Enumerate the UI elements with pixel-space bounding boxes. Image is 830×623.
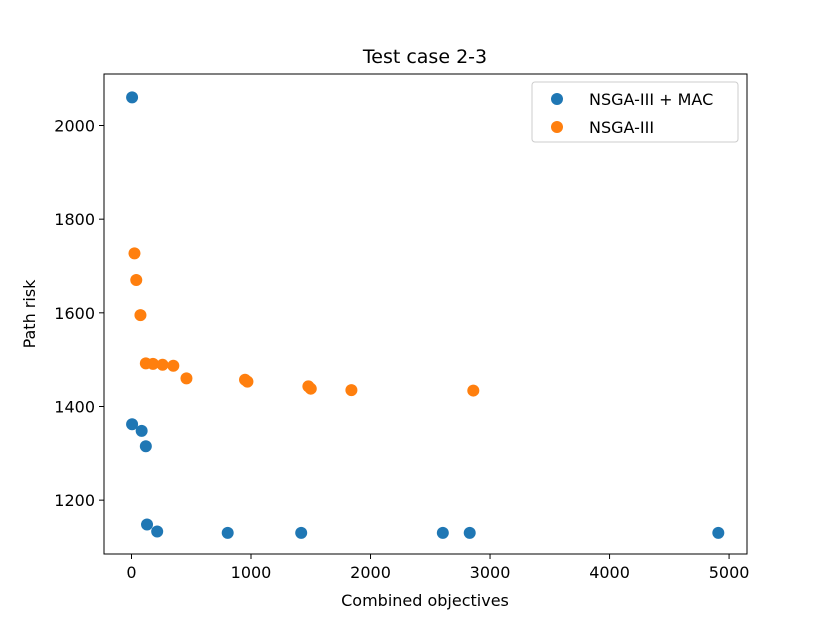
data-point [345, 384, 358, 397]
data-point [167, 359, 180, 372]
legend-label: NSGA-III + MAC [589, 90, 713, 109]
legend-marker [551, 121, 563, 133]
x-tick-label: 2000 [350, 563, 391, 582]
legend-marker [551, 93, 563, 105]
data-point [130, 274, 143, 287]
x-tick-label: 0 [126, 563, 136, 582]
legend-box [531, 81, 739, 143]
data-point [463, 526, 476, 539]
data-point [126, 91, 139, 104]
data-point [241, 375, 254, 388]
legend: NSGA-III + MAC NSGA-III [531, 81, 739, 143]
x-tick-label: 5000 [709, 563, 750, 582]
plot-frame [103, 73, 748, 555]
y-tick-label: 1200 [54, 491, 95, 510]
y-axis-label: Path risk [20, 279, 39, 349]
plot-area [103, 73, 748, 555]
data-point [712, 526, 725, 539]
x-tick-label: 4000 [589, 563, 630, 582]
legend-item-2: NSGA-III [551, 118, 654, 137]
data-point [295, 526, 308, 539]
legend-label: NSGA-III [589, 118, 654, 137]
series-2 [128, 247, 480, 397]
y-tick-label: 2000 [54, 117, 95, 136]
x-axis-ticks: 0 1000 2000 3000 4000 5000 [126, 554, 749, 582]
data-point [128, 247, 141, 260]
data-point [180, 372, 193, 385]
data-point [139, 440, 152, 453]
data-point [147, 357, 160, 370]
data-point [134, 309, 147, 322]
x-tick-label: 3000 [470, 563, 511, 582]
x-axis-label: Combined objectives [341, 591, 509, 610]
y-axis-ticks: 1200 1400 1600 1800 2000 [54, 117, 104, 510]
series-1 [126, 91, 725, 539]
data-point [304, 382, 317, 395]
data-point [436, 526, 449, 539]
data-point [141, 518, 154, 531]
data-point [126, 418, 139, 431]
data-point [156, 358, 169, 371]
data-point [221, 526, 234, 539]
data-point [151, 525, 164, 538]
y-tick-label: 1800 [54, 210, 95, 229]
legend-item-1: NSGA-III + MAC [551, 90, 713, 109]
y-tick-label: 1600 [54, 304, 95, 323]
data-point [467, 384, 480, 397]
x-tick-label: 1000 [231, 563, 272, 582]
data-point [135, 424, 148, 437]
chart-title: Test case 2-3 [362, 46, 487, 68]
y-tick-label: 1400 [54, 397, 95, 416]
